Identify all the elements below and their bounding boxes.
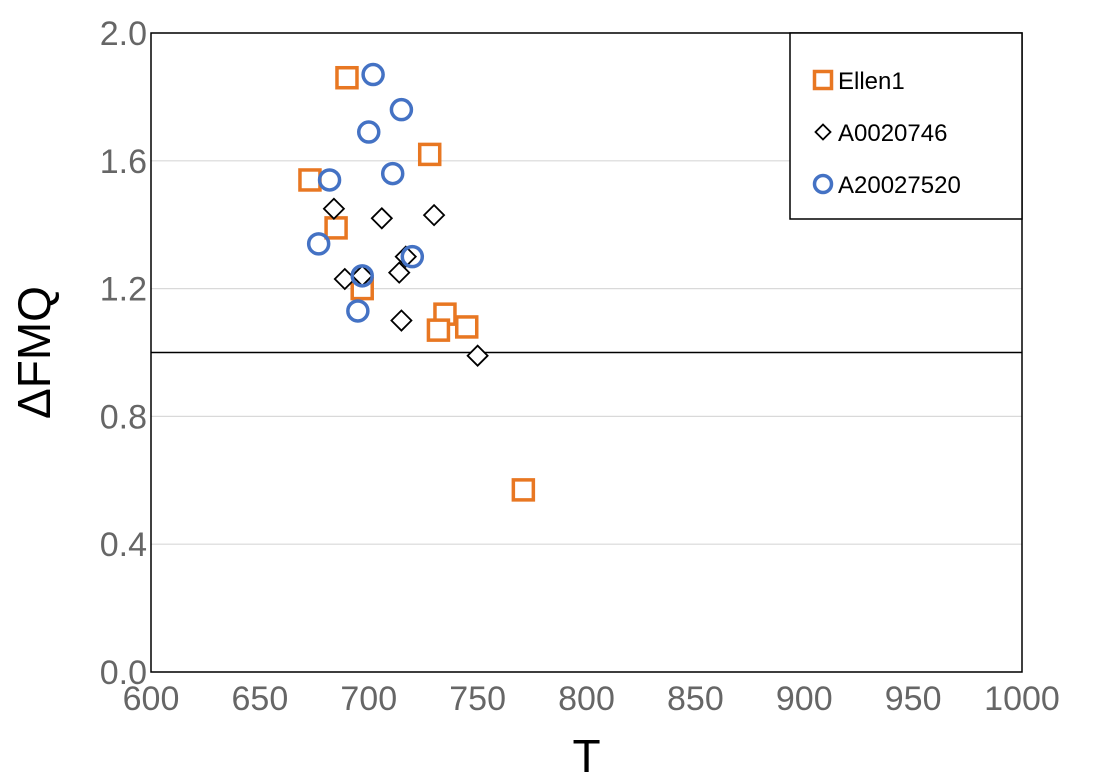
data-point-diamond: [390, 309, 413, 332]
data-point-diamond: [394, 245, 418, 268]
x-axis-ticks: 600 650 700 750 800 850 900 950 1000: [123, 680, 1060, 718]
y-tick-label: 1.2: [100, 271, 147, 309]
y-tick-label: 0.8: [100, 398, 147, 436]
x-tick-label: 600: [123, 680, 180, 718]
data-points: [298, 62, 536, 502]
data-point-circle: [361, 62, 385, 87]
data-point-diamond: [422, 203, 446, 227]
legend-label: A20027520: [838, 172, 961, 199]
y-axis-title: ΔFMQ: [8, 286, 60, 419]
legend-label: A0020746: [838, 120, 947, 147]
x-tick-label: 950: [885, 680, 942, 718]
data-point-circle: [350, 264, 374, 288]
y-tick-label: 2.0: [100, 15, 147, 53]
x-tick-label: 900: [776, 680, 833, 718]
x-axis-title: T: [572, 730, 600, 776]
y-tick-label: 0.0: [100, 654, 147, 692]
data-point-square: [324, 216, 348, 240]
y-tick-label: 1.6: [100, 143, 147, 181]
x-tick-label: 650: [232, 680, 289, 718]
x-tick-label: 1000: [984, 680, 1060, 718]
data-point-circle: [306, 232, 331, 256]
legend-marker-diamond: [814, 123, 832, 141]
data-point-square: [298, 168, 322, 192]
data-point-square: [454, 315, 479, 339]
legend-marker-circle: [812, 173, 834, 195]
data-point-circle: [357, 120, 381, 144]
data-point-circle: [400, 244, 425, 269]
data-point-circle: [317, 168, 342, 192]
data-point-diamond: [322, 197, 346, 220]
data-point-circle: [380, 161, 405, 186]
data-point-square: [417, 142, 442, 167]
data-point-square: [426, 318, 451, 342]
y-axis-ticks: 0.0 0.4 0.8 1.2 1.6 2.0: [100, 15, 147, 692]
data-point-diamond: [387, 261, 411, 284]
data-point-diamond: [466, 344, 489, 367]
legend-marker-square: [812, 69, 834, 91]
y-tick-label: 0.4: [100, 526, 147, 564]
legend-label: Ellen1: [838, 68, 905, 95]
x-tick-label: 850: [667, 680, 724, 718]
data-point-square: [335, 65, 359, 90]
x-tick-label: 800: [558, 680, 615, 718]
plot-area: [150, 32, 1023, 673]
x-tick-label: 750: [449, 680, 506, 718]
x-tick-label: 700: [340, 680, 397, 718]
legend: Ellen1 A0020746 A20027520: [789, 32, 1023, 220]
data-point-circle: [346, 299, 370, 323]
data-point-circle: [389, 97, 414, 122]
data-point-diamond: [370, 207, 394, 230]
data-point-square: [511, 478, 536, 502]
